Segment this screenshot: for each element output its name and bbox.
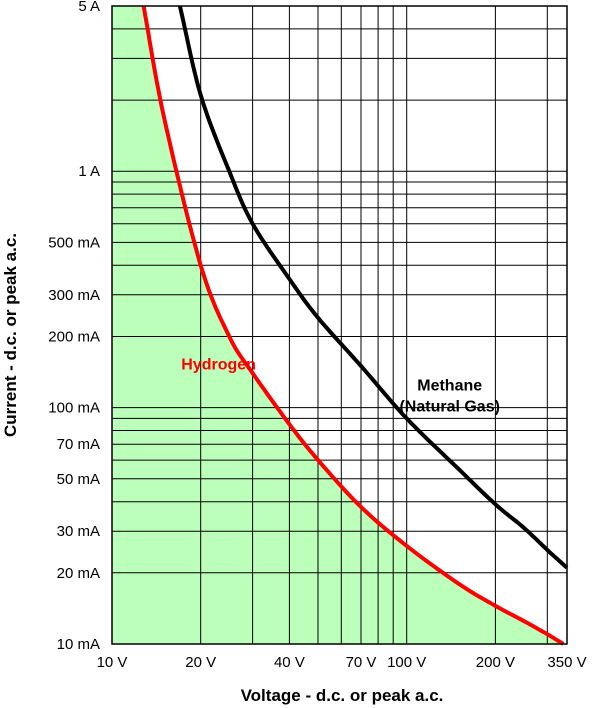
x-tick-label: 10 V	[97, 654, 128, 671]
x-tick-label: 20 V	[185, 654, 216, 671]
y-tick-label: 200 mA	[48, 329, 100, 346]
y-tick-label: 30 mA	[57, 523, 100, 540]
y-tick-label: 70 mA	[57, 436, 100, 453]
x-tick-label: 350 V	[547, 654, 586, 671]
x-tick-label: 70 V	[346, 654, 377, 671]
plot-frame	[111, 5, 568, 645]
y-tick-label: 1 A	[78, 163, 100, 180]
x-tick-label: 200 V	[476, 654, 515, 671]
y-tick-label: 50 mA	[57, 471, 100, 488]
x-tick-label: 100 V	[387, 654, 426, 671]
x-tick-labels: 10 V 20 V 40 V 70 V 100 V 200 V 350 V	[97, 654, 587, 671]
y-tick-label: 10 mA	[57, 636, 100, 653]
y-axis-title: Current - d.c. or peak a.c.	[1, 233, 20, 437]
series-0-fill-area	[112, 6, 567, 644]
y-tick-label: 5 A	[78, 0, 100, 15]
plot-fill-layer	[112, 6, 567, 644]
series-1-label: Methane (Natural Gas)	[399, 378, 499, 416]
series-0-line	[141, 5, 565, 646]
y-tick-label: 100 mA	[48, 400, 100, 417]
x-tick-label: 40 V	[274, 654, 305, 671]
y-tick-label: 500 mA	[48, 234, 100, 251]
x-axis-title: Voltage - d.c. or peak a.c.	[241, 686, 444, 705]
y-tick-labels: 10 mA 20 mA 30 mA 50 mA 70 mA 100 mA 200 mA 300…	[48, 0, 100, 653]
series-layer	[141, 5, 569, 646]
series-0-label: Hydrogen	[181, 357, 256, 374]
y-tick-label: 300 mA	[48, 287, 100, 304]
series-labels: Hydrogen Methane (Natural Gas)	[181, 357, 500, 416]
series-1-line	[177, 5, 569, 570]
y-tick-label: 20 mA	[57, 565, 100, 582]
